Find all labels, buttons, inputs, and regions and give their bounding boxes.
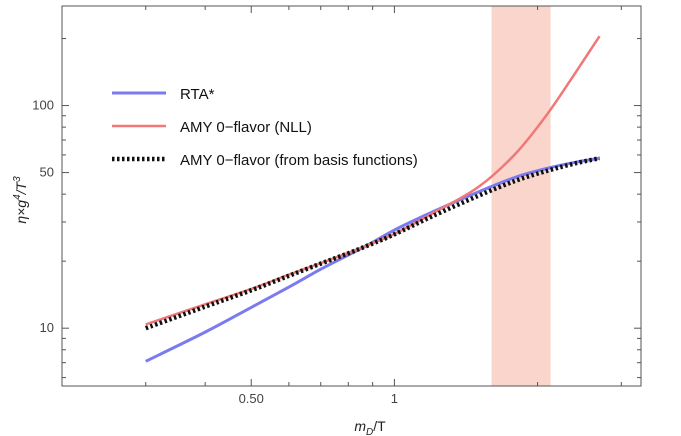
band-layer <box>491 6 551 386</box>
y-tick-label: 10 <box>40 320 54 335</box>
x-axis-title: mD/T <box>354 418 386 436</box>
legend-label-amy-nll: AMY 0−flavor (NLL) <box>180 119 312 136</box>
legend-label-rta: RTA* <box>180 86 215 103</box>
plot-frame <box>61 5 642 387</box>
series-line-amy-basis <box>144 156 601 331</box>
y-axis-title: η×g4/T3 <box>12 176 29 224</box>
y-tick-label: 50 <box>40 165 54 180</box>
series-layer <box>144 35 601 363</box>
y-tick-label: 100 <box>32 98 54 113</box>
x-tick-label: 1 <box>391 391 398 406</box>
legend-label-amy-basis: AMY 0−flavor (from basis functions) <box>180 152 418 169</box>
x-tick-label: 0.50 <box>239 391 264 406</box>
series-line-rta <box>145 156 600 363</box>
legend: RTA* AMY 0−flavor (NLL) AMY 0−flavor (fr… <box>112 86 418 169</box>
highlight-band <box>491 6 551 386</box>
tick-layer: 0.50 1 10 50 100 <box>32 6 641 406</box>
